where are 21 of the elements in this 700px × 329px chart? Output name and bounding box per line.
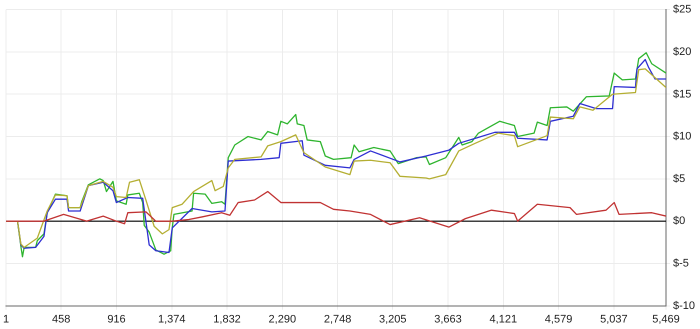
x-tick-label: 1,832 (213, 313, 241, 326)
y-tick-label: $15 (672, 88, 692, 100)
x-tick-label: 916 (107, 313, 126, 326)
y-tick-label: $5 (672, 172, 686, 185)
y-tick-label: $-5 (672, 258, 689, 270)
x-tick-label: 1 (2, 313, 10, 326)
x-tick-label: 4,121 (490, 313, 518, 326)
x-tick-label: 5,469 (652, 313, 680, 326)
x-tick-label: 5,037 (600, 313, 628, 326)
y-tick-label: $25 (672, 4, 692, 16)
x-tick-label: 2,748 (324, 313, 352, 326)
y-tick-label: $20 (672, 46, 692, 58)
x-tick-label: 3,663 (434, 313, 462, 326)
x-tick-label: 4,579 (544, 313, 572, 326)
x-tick-label: 1,374 (158, 313, 186, 326)
x-tick-label: 3,205 (378, 313, 407, 326)
x-tick-label: 2,290 (268, 313, 296, 326)
x-tick-label: 458 (52, 313, 70, 326)
y-tick-label: $10 (672, 130, 692, 143)
y-tick-label: $0 (672, 215, 686, 228)
y-tick-label: $-10 (672, 300, 696, 312)
